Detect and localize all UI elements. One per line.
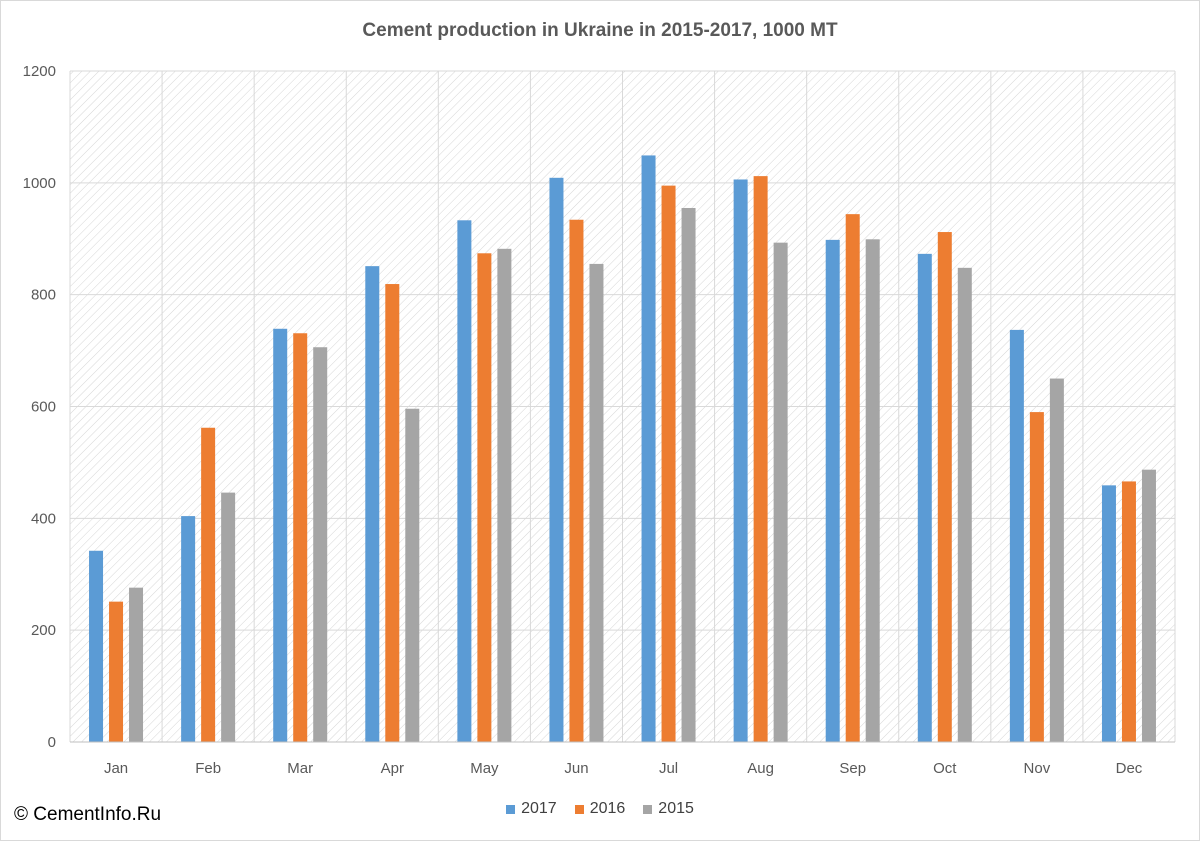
bar-2015-aug: [773, 242, 788, 742]
bar-2015-nov: [1049, 378, 1064, 742]
bar-2016-jun: [569, 219, 584, 742]
bar-2016-mar: [293, 333, 308, 742]
bar-2016-sep: [845, 214, 860, 742]
bar-2015-jan: [129, 587, 144, 742]
bar-2017-apr: [365, 266, 380, 742]
bar-2016-jul: [661, 185, 676, 743]
bar-2016-feb: [201, 427, 216, 742]
legend-label-2017: 2017: [521, 800, 557, 817]
x-tick-label-mar: Mar: [287, 760, 313, 777]
bar-2017-jan: [89, 550, 104, 742]
legend-label-2016: 2016: [589, 800, 626, 817]
x-tick-label-aug: Aug: [747, 760, 774, 777]
bar-2017-aug: [733, 179, 748, 742]
bar-2016-oct: [937, 232, 952, 743]
y-tick-label: 800: [31, 287, 56, 304]
bar-2015-sep: [865, 239, 880, 742]
y-tick-label: 0: [48, 734, 56, 751]
y-tick-label: 200: [31, 622, 56, 639]
x-tick-label-nov: Nov: [1024, 760, 1051, 777]
copyright-text: © CementInfo.Ru: [14, 804, 162, 825]
bar-2017-oct: [917, 253, 932, 742]
bar-2016-nov: [1029, 412, 1044, 742]
bar-2017-jul: [641, 155, 656, 742]
x-tick-label-dec: Dec: [1116, 760, 1143, 777]
bar-2016-may: [477, 253, 492, 742]
legend-label-2015: 2015: [658, 800, 694, 817]
bar-2015-oct: [957, 267, 972, 742]
legend-swatch-2017: [506, 804, 516, 814]
bar-2015-apr: [405, 408, 420, 742]
legend-item-2016: 2016: [574, 800, 626, 818]
bar-2015-jun: [589, 263, 604, 742]
bar-2017-nov: [1009, 329, 1024, 742]
bar-2016-aug: [753, 176, 768, 742]
bar-2017-sep: [825, 239, 840, 742]
x-tick-label-feb: Feb: [195, 760, 221, 777]
y-tick-label: 1000: [23, 175, 56, 192]
x-tick-label-sep: Sep: [839, 760, 866, 777]
y-tick-label: 1200: [23, 63, 56, 80]
bar-2017-feb: [181, 516, 196, 742]
bar-2016-dec: [1121, 481, 1136, 742]
bar-2015-jul: [681, 207, 696, 742]
x-tick-label-apr: Apr: [381, 760, 404, 777]
x-tick-label-jul: Jul: [659, 760, 678, 777]
bar-2015-may: [497, 248, 512, 742]
x-tick-label-jun: Jun: [564, 760, 588, 777]
bar-2015-feb: [221, 492, 236, 742]
bar-2016-apr: [385, 284, 400, 742]
legend: 2017 2016 2015: [0, 800, 1200, 818]
x-tick-label-jan: Jan: [104, 760, 128, 777]
y-tick-label: 400: [31, 510, 56, 527]
bar-2017-dec: [1101, 485, 1116, 742]
bar-2017-may: [457, 220, 472, 743]
bar-2016-jan: [109, 601, 124, 742]
y-tick-label: 600: [31, 399, 56, 416]
bar-2017-jun: [549, 177, 564, 742]
bar-2017-mar: [273, 328, 288, 742]
legend-item-2017: 2017: [506, 800, 557, 818]
x-tick-label-oct: Oct: [933, 760, 957, 777]
legend-swatch-2015: [643, 804, 653, 814]
chart-title: Cement production in Ukraine in 2015-201…: [362, 20, 838, 41]
x-tick-label-may: May: [470, 760, 499, 777]
legend-swatch-2016: [574, 804, 584, 814]
bar-2015-mar: [313, 347, 328, 742]
legend-item-2015: 2015: [643, 800, 694, 818]
bar-2015-dec: [1141, 469, 1156, 742]
